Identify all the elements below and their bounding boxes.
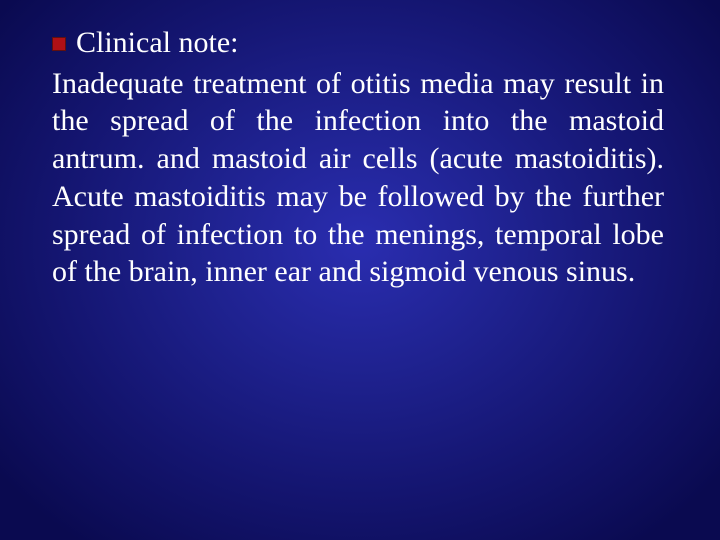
slide-container: Clinical note: Inadequate treatment of o… [0,0,720,540]
slide-body-text: Inadequate treatment of otitis media may… [44,65,672,292]
title-line: Clinical note: [52,26,672,61]
slide-title: Clinical note: [76,26,238,61]
square-bullet-icon [52,37,66,51]
